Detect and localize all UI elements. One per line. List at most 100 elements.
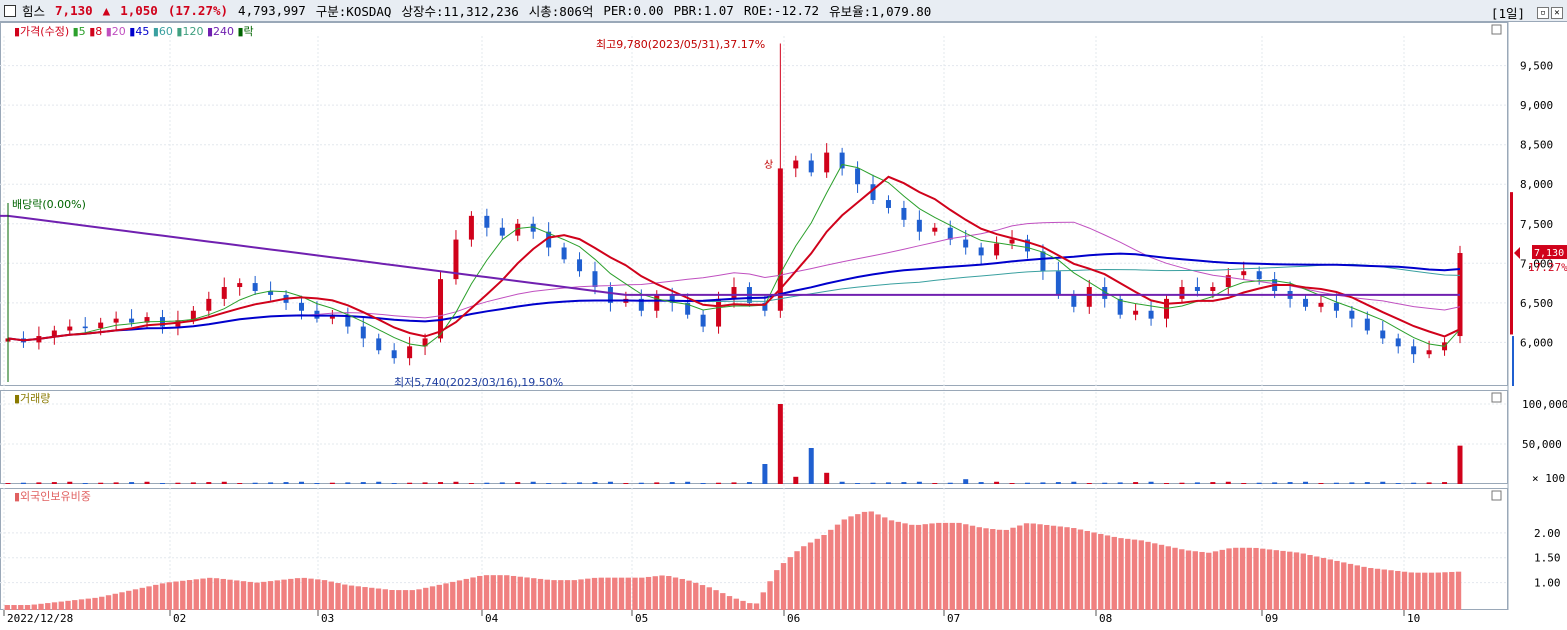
foreign-bar: [1341, 562, 1347, 610]
candle-body: [607, 287, 613, 303]
foreign-bar: [564, 580, 571, 610]
foreign-bar: [389, 590, 395, 610]
volume-legend: ▮거래량: [14, 392, 50, 405]
foreign-bar: [1179, 549, 1185, 610]
event-marker: 상: [764, 159, 773, 171]
volume-bar: [592, 482, 598, 484]
foreign-bar: [976, 527, 982, 610]
volume-bar: [1117, 482, 1123, 484]
foreign-bar: [105, 595, 112, 610]
foreign-bar: [902, 523, 908, 610]
foreign-bar: [1442, 572, 1448, 610]
foreign-bar: [85, 598, 91, 610]
candle-body: [1349, 310, 1355, 319]
foreign-bar: [922, 524, 928, 610]
x-tick-label: 05: [635, 612, 648, 625]
volume-bar: [206, 482, 212, 484]
foreign-bar: [963, 524, 969, 610]
candle-body: [1024, 239, 1030, 252]
x-tick-label: 07: [947, 612, 960, 625]
candle-body: [484, 215, 490, 228]
foreign-bar: [1226, 548, 1232, 610]
foreign-bar: [58, 601, 64, 610]
volume-bar: [221, 481, 227, 484]
legend-item: ▮60: [153, 25, 177, 38]
foreign-bar: [713, 590, 719, 610]
volume-bar: [808, 448, 814, 484]
foreign-bar: [1428, 572, 1435, 610]
foreign-bar: [1388, 570, 1394, 610]
volume-bar: [1133, 482, 1139, 484]
candle-body: [1210, 287, 1216, 291]
foreign-bar: [180, 580, 186, 610]
foreign-bar: [132, 589, 139, 610]
volume-bar: [1071, 481, 1077, 484]
volume-bar: [484, 482, 490, 484]
volume-bar: [1411, 482, 1417, 484]
ma45-line: [7, 252, 1461, 342]
foreign-bar: [1374, 568, 1381, 610]
foreign-bar: [1145, 541, 1151, 610]
stock-volume: 4,793,997: [238, 3, 306, 18]
foreign-bar: [585, 578, 591, 610]
price-tick-label: 8,500: [1520, 139, 1553, 152]
x-tick-label: 2022/12/28: [7, 612, 73, 625]
volume-bar: [515, 482, 521, 484]
foreign-bar: [65, 600, 71, 610]
foreign-bar: [1098, 533, 1104, 610]
foreign-bar: [483, 575, 490, 610]
x-tick-label: 04: [485, 612, 499, 625]
volume-bar: [144, 481, 150, 484]
foreign-bar: [821, 535, 827, 610]
foreign-bar: [1327, 559, 1333, 610]
candle-body: [855, 168, 861, 185]
volume-bar: [1148, 481, 1154, 484]
x-tick-label: 06: [787, 612, 800, 625]
foreign-bar: [463, 578, 469, 610]
candle-body: [391, 350, 397, 359]
candle-body: [51, 330, 57, 337]
candle-body: [1380, 330, 1386, 339]
volume-bar: [885, 482, 891, 484]
foreign-bar: [1307, 555, 1313, 610]
foreign-bar: [1158, 544, 1165, 610]
volume-bar: [67, 481, 73, 484]
foreign-bar: [740, 600, 746, 610]
price-tick-label: 9,500: [1520, 60, 1553, 73]
candle-body: [870, 184, 876, 201]
volume-bar: [345, 482, 351, 484]
foreign-bar: [1260, 548, 1266, 610]
volume-bar: [1179, 482, 1185, 484]
candle-body: [1256, 271, 1262, 280]
foreign-bar: [1199, 551, 1205, 610]
candle-body: [1225, 275, 1231, 288]
candle-body: [221, 287, 227, 299]
foreign-bar: [848, 516, 854, 610]
panel-menu-icon: [1491, 490, 1502, 501]
minimize-icon[interactable]: ▫: [1537, 6, 1549, 19]
volume-bar: [1256, 482, 1262, 484]
close-icon[interactable]: ✕: [1551, 6, 1563, 19]
legend-item: ▮가격(수정): [14, 25, 73, 38]
candle-body: [515, 223, 521, 236]
candle-body: [82, 326, 88, 329]
legend-item: ▮20: [106, 25, 130, 38]
foreign-bar: [1233, 547, 1239, 610]
stock-roe: ROE:-12.72: [743, 3, 820, 18]
volume-bar: [669, 482, 675, 484]
stock-price: 7,130: [55, 3, 93, 18]
foreign-bar: [1077, 529, 1084, 610]
volume-bar: [1426, 482, 1432, 484]
volume-bar: [746, 482, 752, 484]
select-checkbox[interactable]: [4, 4, 16, 17]
stock-header: 힘스 7,130 ▲ 1,050 (17.27%) 4,793,997 구분:K…: [0, 0, 1567, 22]
candle-body: [700, 314, 706, 327]
volume-bar: [1009, 483, 1015, 484]
period-selector[interactable]: [1일]: [1490, 6, 1525, 21]
foreign-bar: [1030, 523, 1036, 610]
volume-bar: [1442, 482, 1448, 484]
price-tick-label: 7,000: [1520, 257, 1553, 270]
price-tick-label: 6,500: [1520, 297, 1553, 310]
foreign-bar: [267, 581, 274, 610]
foreign-bar: [443, 583, 449, 610]
